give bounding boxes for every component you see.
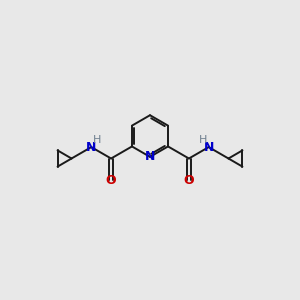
Text: N: N xyxy=(86,141,97,154)
Text: N: N xyxy=(203,141,214,154)
Text: N: N xyxy=(145,150,155,164)
Text: H: H xyxy=(93,135,101,145)
Text: H: H xyxy=(199,135,207,145)
Text: O: O xyxy=(106,174,116,187)
Text: O: O xyxy=(184,174,194,187)
